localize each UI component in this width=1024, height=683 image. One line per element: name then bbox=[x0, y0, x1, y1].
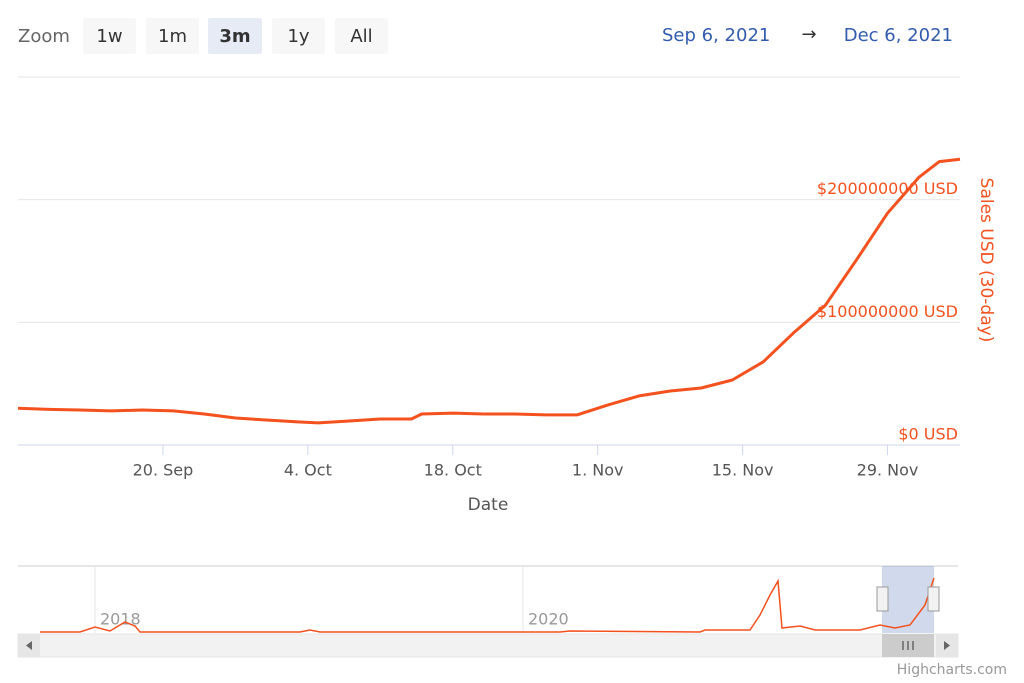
navigator-handle[interactable] bbox=[876, 586, 889, 612]
zoom-button-label: 3m bbox=[219, 26, 250, 47]
y-axis-title: Sales USD (30-day) bbox=[976, 178, 996, 343]
y-tick-label: $200000000 USD bbox=[817, 179, 958, 198]
range-from[interactable]: Sep 6, 2021 bbox=[662, 25, 770, 46]
x-tick-label: 15. Nov bbox=[712, 461, 774, 480]
navigator: 2018 2020 bbox=[17, 565, 959, 658]
navigator-series bbox=[40, 577, 935, 633]
x-axis-title: Date bbox=[468, 495, 509, 515]
x-tick-label: 1. Nov bbox=[572, 461, 624, 480]
series-line bbox=[17, 157, 961, 425]
zoom-label: Zoom bbox=[18, 26, 70, 47]
navigator-label: 2020 bbox=[528, 610, 569, 629]
x-tick-label: 4. Oct bbox=[284, 461, 332, 480]
x-tick-label: 18. Oct bbox=[424, 461, 482, 480]
zoom-button[interactable] bbox=[208, 18, 262, 54]
scrollbar-arrow bbox=[944, 641, 950, 650]
y-tick-label: $100000000 USD bbox=[817, 302, 958, 321]
navigator-mask[interactable] bbox=[882, 566, 934, 633]
range-separator: → bbox=[801, 24, 816, 45]
plot: $0 USD $100000000 USD $200000000 USD 20. Se… bbox=[17, 157, 961, 480]
scrollbar-grip bbox=[902, 641, 914, 650]
zoom-button-label: All bbox=[350, 26, 372, 47]
range-to[interactable]: Dec 6, 2021 bbox=[844, 25, 953, 46]
x-tick-label: 20. Sep bbox=[133, 461, 194, 480]
zoom-button-label: 1y bbox=[287, 26, 309, 47]
zoom-button[interactable] bbox=[146, 18, 199, 54]
credits[interactable]: Highcharts.com bbox=[897, 662, 1007, 678]
scrollbar-arrow bbox=[26, 641, 32, 650]
zoom-button[interactable] bbox=[83, 18, 136, 54]
zoom-button-label: 1m bbox=[158, 26, 187, 47]
scrollbar-track[interactable] bbox=[17, 633, 959, 658]
x-tick-label: 29. Nov bbox=[857, 461, 919, 480]
range-selector: Zoom 1w 1m 3m 1y All Sep 6, 2021 → Dec 6, 20… bbox=[18, 18, 953, 54]
zoom-button[interactable] bbox=[272, 18, 325, 54]
y-tick-label: $0 USD bbox=[898, 425, 958, 444]
zoom-buttons: 1w 1m 3m 1y All bbox=[83, 18, 388, 54]
zoom-button-label: 1w bbox=[96, 26, 122, 47]
zoom-button[interactable] bbox=[335, 18, 388, 54]
navigator-handle[interactable] bbox=[927, 586, 940, 612]
